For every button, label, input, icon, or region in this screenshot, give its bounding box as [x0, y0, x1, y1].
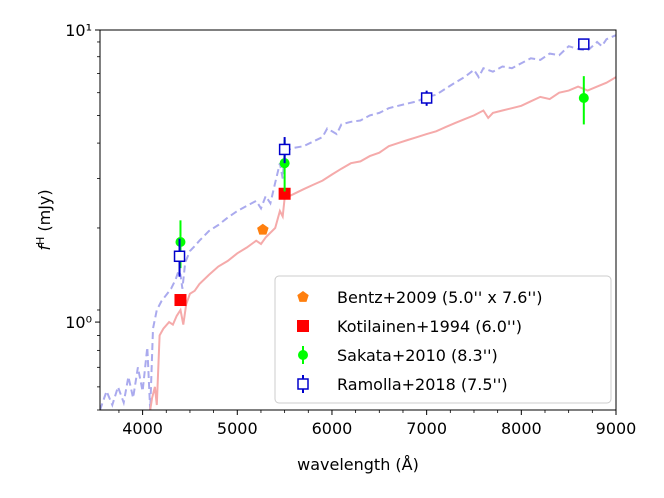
legend-box [274, 275, 612, 404]
spectra-layer [100, 34, 616, 410]
x-tick-label: 5000 [217, 419, 258, 438]
y-tick-label: 10⁰ [65, 313, 92, 332]
legend-marker-0 [297, 291, 309, 302]
y-tick-label: 10¹ [65, 21, 92, 40]
data-point-3-3 [578, 38, 590, 50]
legend-label-0: Bentz+2009 (5.0'' x 7.6'') [337, 288, 542, 307]
data-point-0-0 [257, 223, 269, 235]
legend-label-2: Sakata+2010 (8.3'') [337, 346, 498, 365]
data-point-2-2 [578, 93, 589, 104]
axes-layer: 4000 5000 6000 7000 8000 9000 10⁰ 10¹ [65, 21, 636, 438]
y-axis-label-rest: (mJy) [35, 189, 54, 236]
x-tick-label: 4000 [122, 419, 163, 438]
spectrum-dashed [100, 34, 616, 410]
y-axis-label: fH (mJy) [34, 189, 55, 250]
points-layer [173, 38, 590, 307]
legend: Bentz+2009 (5.0'' x 7.6'') Kotilainen+199… [274, 275, 612, 404]
legend-marker-1 [297, 320, 309, 332]
x-tick-label: 9000 [596, 419, 637, 438]
data-point-3-0 [173, 250, 186, 263]
data-point-1-0 [174, 294, 187, 307]
legend-label-3: Ramolla+2018 (7.5'') [337, 375, 508, 394]
spectrum-solid [149, 76, 616, 410]
legend-label-1: Kotilainen+1994 (6.0'') [337, 317, 522, 336]
plot-frame [99, 29, 617, 411]
x-axis-label: wavelength (Å) [297, 455, 419, 474]
data-point-1-1 [278, 187, 291, 200]
x-tick-label: 7000 [406, 419, 447, 438]
data-point-3-1 [278, 143, 291, 156]
y-axis-label-main: f [35, 243, 54, 251]
legend-marker-3 [297, 378, 309, 390]
y-axis-label-sup: H [34, 237, 47, 245]
x-tick-label: 8000 [501, 419, 542, 438]
x-tick-label: 6000 [312, 419, 353, 438]
legend-marker-2 [298, 350, 308, 360]
data-point-3-2 [420, 92, 433, 104]
